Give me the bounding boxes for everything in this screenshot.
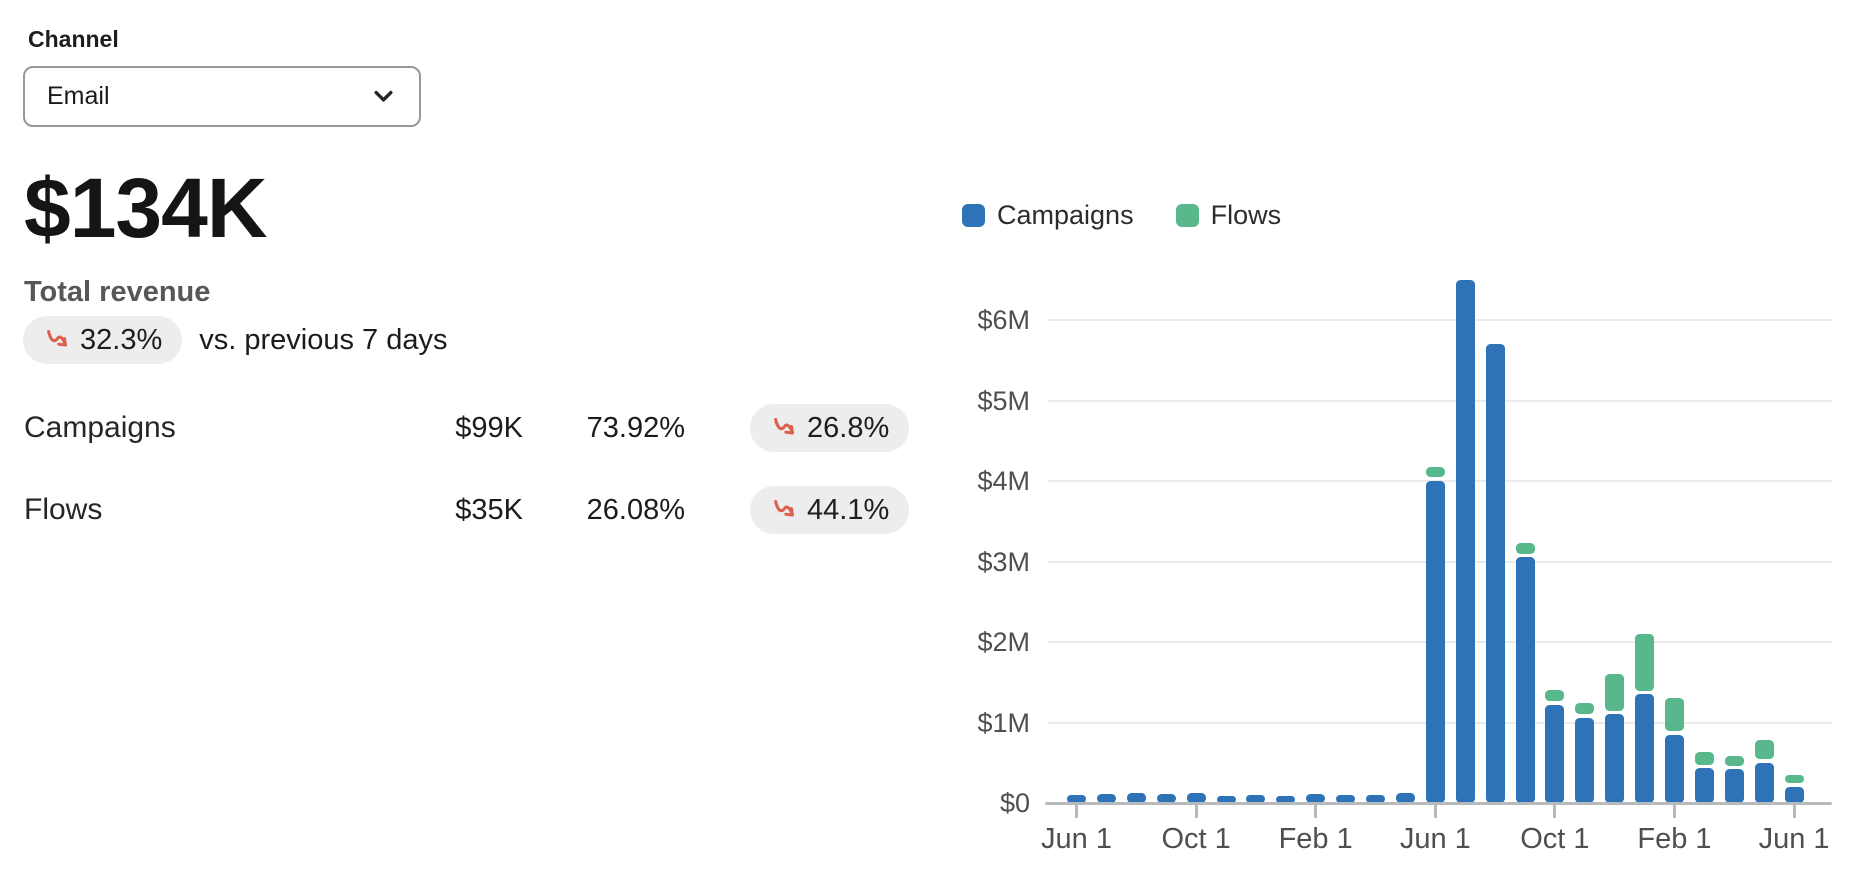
row-share: 26.08% — [586, 494, 685, 526]
total-revenue-value: $134K — [24, 161, 268, 255]
chevron-down-icon — [374, 90, 393, 102]
bar-segment-flows[interactable] — [1724, 755, 1744, 766]
y-axis-tick-label: $6M — [977, 305, 1030, 335]
legend-label: Flows — [1210, 200, 1282, 230]
bar-segment-campaigns[interactable] — [1545, 704, 1565, 803]
breakdown-row-flows: Flows $35K 26.08% 44.1% — [0, 486, 940, 534]
bar-segment-campaigns[interactable] — [1246, 794, 1266, 803]
bar-segment-campaigns[interactable] — [1784, 786, 1804, 803]
x-axis-tick — [1553, 805, 1557, 818]
channel-label: Channel — [28, 26, 119, 52]
x-axis-tick-label: Jun 1 — [1758, 823, 1830, 855]
bar-segment-campaigns[interactable] — [1336, 794, 1356, 803]
row-label: Campaigns — [24, 411, 176, 444]
x-axis-tick — [1792, 805, 1796, 818]
x-axis-tick — [1433, 805, 1437, 818]
bar-segment-flows[interactable] — [1425, 466, 1445, 478]
bar-segment-campaigns[interactable] — [1724, 769, 1744, 803]
legend-item-campaigns[interactable]: Campaigns — [962, 200, 1134, 231]
row-trend-value: 26.8% — [807, 411, 890, 444]
bar-segment-flows[interactable] — [1665, 698, 1684, 732]
y-axis-tick-label: $1M — [977, 707, 1030, 738]
channel-select[interactable]: Email — [23, 66, 421, 127]
total-trend-row: 32.3% vs. previous 7 days — [23, 316, 447, 364]
bar-segment-flows[interactable] — [1605, 674, 1625, 711]
bar-segment-campaigns[interactable] — [1126, 793, 1146, 803]
breakdown-row-campaigns: Campaigns $99K 73.92% 26.8% — [0, 404, 940, 452]
y-axis-tick-label: $2M — [977, 627, 1030, 657]
x-axis-tick — [1194, 805, 1198, 818]
bar-segment-flows[interactable] — [1575, 703, 1595, 715]
bar-segment-flows[interactable] — [1545, 690, 1565, 702]
gridline — [1048, 399, 1832, 402]
campaigns-swatch-icon — [962, 204, 985, 227]
trend-down-icon — [774, 499, 795, 517]
x-axis-tick — [1314, 805, 1318, 818]
bar-segment-campaigns[interactable] — [1096, 794, 1116, 803]
x-axis-tick-label: Feb 1 — [1637, 823, 1712, 855]
total-trend-badge: 32.3% — [23, 316, 183, 364]
trend-down-icon — [47, 329, 68, 347]
trend-down-icon — [774, 417, 795, 435]
bar-segment-flows[interactable] — [1515, 542, 1535, 554]
bar-segment-campaigns[interactable] — [1067, 794, 1086, 803]
y-axis-tick-label: $3M — [977, 546, 1030, 577]
bar-segment-campaigns[interactable] — [1425, 481, 1445, 803]
bar-segment-campaigns[interactable] — [1216, 795, 1236, 803]
bar-segment-flows[interactable] — [1754, 740, 1774, 760]
bar-segment-flows[interactable] — [1635, 633, 1655, 691]
x-axis-tick-label: Feb 1 — [1278, 823, 1353, 855]
legend-label: Campaigns — [997, 200, 1134, 230]
bar-segment-campaigns[interactable] — [1395, 792, 1415, 803]
y-axis-tick-label: $0 — [999, 788, 1030, 818]
bar-segment-campaigns[interactable] — [1635, 694, 1655, 803]
bar-segment-campaigns[interactable] — [1455, 279, 1475, 803]
row-value: $35K — [455, 494, 523, 526]
x-axis-tick-label: Jun 1 — [1399, 823, 1471, 855]
row-value: $99K — [455, 412, 523, 444]
chart-legend: Campaigns Flows — [962, 200, 1281, 231]
x-axis-tick — [1673, 805, 1676, 818]
bar-segment-campaigns[interactable] — [1276, 796, 1296, 803]
y-axis-tick-label: $5M — [977, 385, 1030, 416]
bar-segment-campaigns[interactable] — [1605, 714, 1625, 803]
row-trend-badge: 44.1% — [750, 486, 910, 534]
x-axis-tick-label: Jun 1 — [1041, 823, 1112, 855]
total-revenue-label: Total revenue — [24, 276, 211, 308]
bar-segment-campaigns[interactable] — [1366, 794, 1385, 803]
gridline — [1048, 319, 1832, 321]
total-trend-value: 32.3% — [80, 323, 163, 356]
bar-segment-campaigns[interactable] — [1515, 557, 1535, 803]
bar-segment-campaigns[interactable] — [1485, 344, 1505, 803]
x-axis-tick — [1075, 805, 1078, 818]
flows-swatch-icon — [1175, 204, 1199, 227]
row-label: Flows — [24, 493, 103, 526]
bar-segment-flows[interactable] — [1694, 752, 1714, 765]
x-axis-tick-label: Oct 1 — [1520, 823, 1590, 855]
bar-segment-flows[interactable] — [1784, 774, 1804, 784]
row-share: 73.92% — [586, 412, 685, 444]
bar-segment-campaigns[interactable] — [1754, 762, 1774, 803]
row-trend-value: 44.1% — [807, 493, 890, 526]
y-axis-tick-label: $4M — [977, 466, 1030, 496]
trend-context: vs. previous 7 days — [199, 323, 448, 356]
bar-segment-campaigns[interactable] — [1694, 768, 1714, 803]
bar-segment-campaigns[interactable] — [1186, 793, 1206, 803]
bar-segment-campaigns[interactable] — [1156, 794, 1176, 803]
bar-segment-campaigns[interactable] — [1665, 734, 1684, 803]
legend-item-flows[interactable]: Flows — [1175, 200, 1282, 231]
x-axis-line — [1045, 802, 1832, 805]
row-trend-badge: 26.8% — [750, 404, 910, 452]
channel-select-value: Email — [47, 82, 110, 110]
bar-segment-campaigns[interactable] — [1575, 717, 1595, 803]
bar-segment-campaigns[interactable] — [1306, 794, 1326, 803]
x-axis-tick-label: Oct 1 — [1161, 823, 1231, 855]
